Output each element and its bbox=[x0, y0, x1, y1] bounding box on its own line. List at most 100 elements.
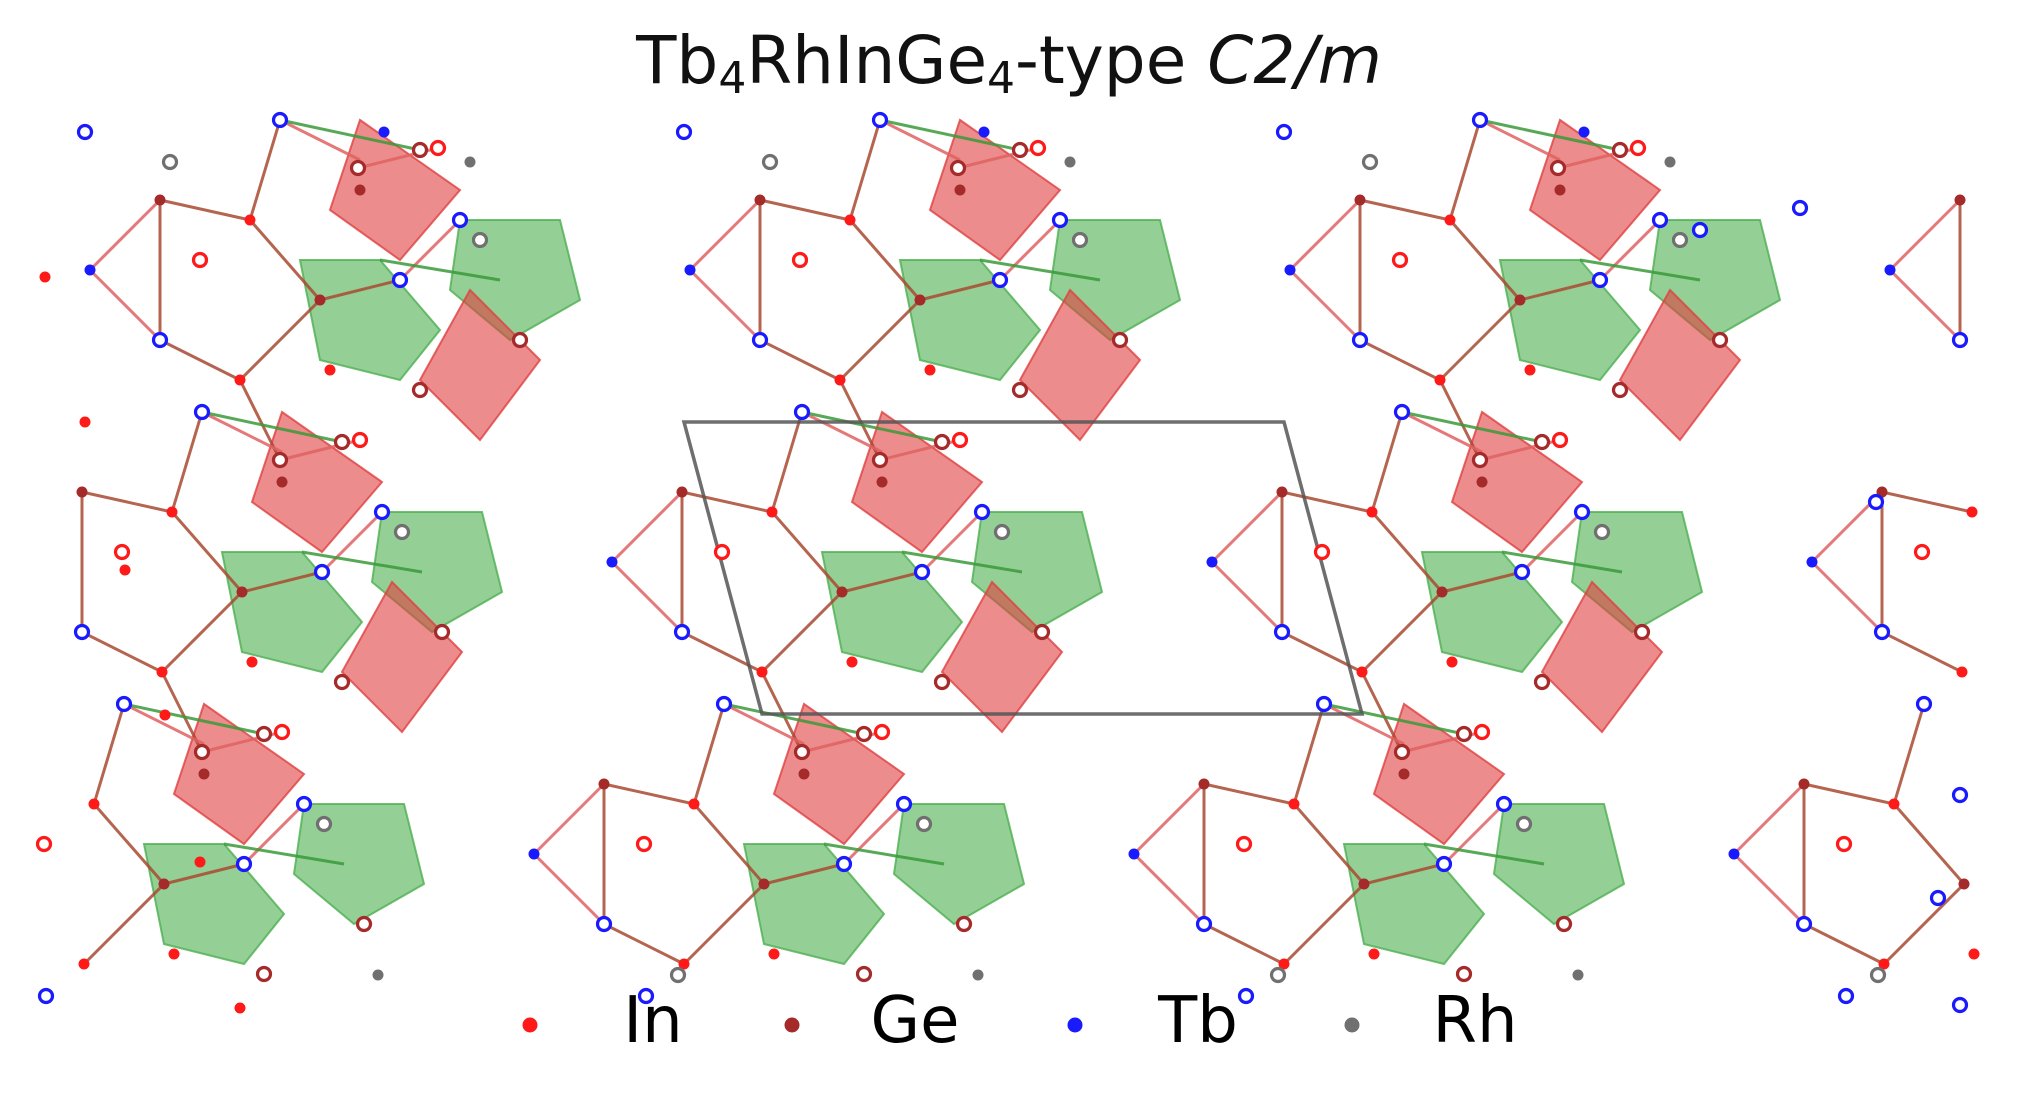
bond-brown bbox=[1360, 590, 1444, 674]
tb-atom bbox=[1206, 556, 1218, 568]
bond-green bbox=[801, 410, 943, 444]
tb-atom bbox=[1315, 695, 1333, 713]
tb-atom bbox=[295, 795, 313, 813]
bond-brown bbox=[92, 803, 166, 885]
in-atom bbox=[768, 948, 780, 960]
ge-atom bbox=[236, 586, 248, 598]
ge-atom bbox=[76, 486, 88, 498]
ge-atom bbox=[758, 878, 770, 890]
rh-atom bbox=[372, 969, 384, 981]
coordination-polyhedron-green bbox=[1498, 259, 1642, 382]
coordination-polyhedron-red bbox=[250, 410, 384, 554]
ge-atom bbox=[1276, 486, 1288, 498]
in-atom bbox=[88, 798, 100, 810]
bond-red bbox=[1288, 268, 1362, 342]
ge-atom bbox=[754, 194, 766, 206]
rh-atom bbox=[1869, 966, 1887, 984]
in-atom bbox=[924, 364, 936, 376]
tb-atom bbox=[151, 331, 169, 349]
bond-red bbox=[998, 218, 1062, 282]
coordination-polyhedron-red bbox=[172, 702, 306, 846]
ge-atom bbox=[1033, 623, 1051, 641]
formula-part: RhInGe bbox=[746, 22, 988, 99]
ge-atom bbox=[1436, 586, 1448, 598]
tb-atom bbox=[673, 623, 691, 641]
in-atom bbox=[873, 723, 891, 741]
bond-brown bbox=[603, 782, 695, 806]
in-atom bbox=[756, 666, 768, 678]
rh-atom bbox=[1664, 156, 1676, 168]
in-atom bbox=[635, 835, 653, 853]
bond-green bbox=[1323, 702, 1465, 736]
bond-brown bbox=[841, 570, 923, 594]
tb-atom bbox=[235, 855, 253, 873]
ge-atom bbox=[933, 673, 951, 691]
in-atom bbox=[119, 564, 131, 576]
bond-brown bbox=[1438, 298, 1522, 382]
bond-green bbox=[979, 258, 1101, 282]
coordination-polyhedron-green bbox=[1492, 803, 1626, 926]
bond-green bbox=[1401, 410, 1543, 444]
in-atom bbox=[1913, 543, 1931, 561]
bond-brown bbox=[1281, 490, 1373, 514]
bond-brown bbox=[1441, 570, 1523, 594]
tb-atom bbox=[1471, 111, 1489, 129]
bond-green bbox=[823, 842, 945, 866]
in-atom bbox=[1878, 958, 1890, 970]
ge-atom bbox=[333, 673, 351, 691]
ge-atom bbox=[798, 768, 810, 780]
tb-atom bbox=[684, 264, 696, 276]
ge-atom bbox=[1354, 194, 1366, 206]
ge-atom bbox=[1555, 915, 1573, 933]
tb-atom bbox=[1284, 264, 1296, 276]
atoms-layer bbox=[35, 111, 1980, 1014]
rh-atom bbox=[669, 966, 687, 984]
ge-atom bbox=[871, 451, 889, 469]
ge-atom bbox=[154, 194, 166, 206]
bond-red bbox=[88, 198, 162, 272]
bond-brown bbox=[1292, 803, 1366, 885]
ge-atom bbox=[933, 433, 951, 451]
in-atom bbox=[324, 364, 336, 376]
ge-atom bbox=[836, 586, 848, 598]
in-atom bbox=[429, 139, 447, 157]
bond-red bbox=[398, 218, 462, 282]
tb-atom bbox=[1873, 623, 1891, 641]
legend-label-rh: Rh bbox=[1432, 984, 1517, 1058]
ge-atom bbox=[1455, 965, 1473, 983]
bond-red bbox=[1401, 410, 1483, 454]
bond-brown bbox=[1282, 882, 1366, 966]
bond-brown bbox=[1881, 630, 1963, 674]
coordination-polyhedron-red bbox=[850, 410, 984, 554]
bond-brown bbox=[248, 119, 282, 221]
ge-atom bbox=[314, 294, 326, 306]
tb-atom bbox=[751, 331, 769, 349]
bond-green bbox=[901, 550, 1023, 574]
bond-brown bbox=[1203, 782, 1295, 806]
tb-atom bbox=[793, 403, 811, 421]
ge-atom bbox=[411, 141, 429, 159]
ge-atom bbox=[955, 915, 973, 933]
coordination-polyhedron-green bbox=[292, 803, 426, 926]
rh-atom bbox=[471, 231, 489, 249]
legend-label-tb: Tb bbox=[1157, 984, 1238, 1058]
bond-brown bbox=[1892, 803, 1966, 885]
bond-brown bbox=[319, 278, 401, 302]
in-atom bbox=[678, 958, 690, 970]
bond-brown bbox=[759, 198, 851, 222]
bond-red bbox=[1132, 852, 1206, 926]
tb-atom bbox=[271, 111, 289, 129]
in-atom bbox=[351, 431, 369, 449]
tb-atom bbox=[973, 503, 991, 521]
bond-brown bbox=[692, 803, 766, 885]
bond-red bbox=[320, 510, 384, 574]
bond-brown bbox=[759, 338, 841, 382]
bond-brown bbox=[760, 590, 844, 674]
legend: In Ge Tb Rh bbox=[522, 984, 1518, 1058]
bond-red bbox=[532, 852, 606, 926]
in-atom bbox=[39, 271, 51, 283]
ge-atom bbox=[1611, 141, 1629, 159]
unit-cell-outline bbox=[681, 420, 1365, 716]
rh-atom bbox=[1572, 969, 1584, 981]
in-atom bbox=[1968, 948, 1980, 960]
